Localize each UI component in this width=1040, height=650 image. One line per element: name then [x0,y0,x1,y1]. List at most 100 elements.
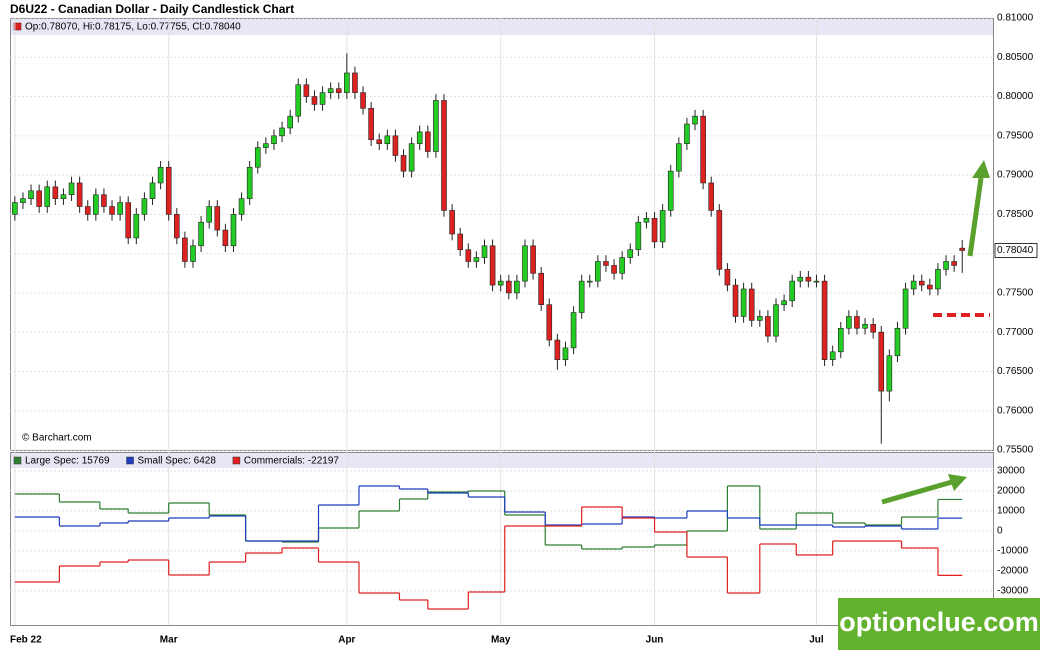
candle-body [757,316,763,321]
candle-body [829,351,836,360]
candle-body [12,202,18,215]
candle-body [206,206,212,223]
candle-body [627,249,634,258]
candle-body [643,217,650,223]
x-tick-label: Feb 22 [10,635,42,646]
candle-body [870,324,876,333]
candle-body [425,131,431,152]
candle-body [586,280,593,283]
credit: © Barchart.com [22,433,92,444]
legend-swatch [13,456,22,465]
y-tick-label: 0 [997,526,1003,537]
candle-body [335,88,342,93]
cot-panel [10,452,994,626]
candle-body [716,210,723,270]
candle-body [254,147,261,168]
candle-body [384,135,391,144]
candle-body [20,198,26,203]
candle-body [271,135,277,144]
legend-swatch [126,456,134,465]
candle-body [667,170,674,211]
candle-body [93,194,99,215]
candle-body [797,276,804,282]
arrow-head [948,474,967,491]
watermark: optionclue.com [839,607,1039,637]
candle-body [149,182,156,199]
candle-body [457,233,464,251]
candle-body [133,214,140,239]
candle-body [611,265,617,274]
candle-body [198,221,204,247]
candle-body [174,214,180,239]
candle-body [125,202,132,239]
y-tick-label: 30000 [997,466,1025,477]
y-tick-label: -10000 [997,546,1029,557]
candle-body [360,92,366,109]
y-tick-label: 0.76500 [997,366,1034,377]
candle-body [781,300,787,305]
last-price-label: 0.78040 [997,245,1034,256]
x-tick-label: May [491,635,511,646]
candle-body [943,261,949,270]
candle-body [497,280,504,286]
candle-body [902,288,909,329]
candle-body [935,269,941,290]
candle-body [60,194,67,199]
candle-body [854,316,860,329]
x-tick-label: Jun [646,635,664,646]
candle-body [748,288,755,321]
candle-body [368,108,374,141]
candle-body [84,206,91,215]
candle-body [481,245,488,258]
candle-body [619,257,625,274]
y-tick-label: 0.80000 [997,91,1034,102]
candle-body [44,186,51,207]
legend-swatch [13,22,22,31]
candle-body [28,190,34,199]
y-tick-label: 10000 [997,506,1025,517]
candle-body [376,139,383,144]
y-tick-label: -20000 [997,566,1029,577]
candle-body [392,135,399,156]
annotations [881,160,990,505]
candle-body [837,327,844,353]
candle-body [101,194,107,207]
candle-body [327,88,334,93]
candle-body [182,237,188,262]
candle-body [441,100,447,211]
candle-body [473,257,480,262]
legend-label: Large Spec: 15769 [25,456,110,467]
x-tick-label: Jul [809,635,824,646]
legend-label: Commercials: -22197 [244,456,339,467]
candle-body [894,327,901,357]
x-tick-label: Apr [338,635,355,646]
y-tick-label: 0.77000 [997,327,1034,338]
candle-body [465,249,472,262]
y-tick-label: 0.75500 [997,445,1034,456]
y-tick-label: 0.81000 [997,13,1034,24]
y-tick-label: 20000 [997,486,1025,497]
candle-body [522,245,528,282]
candle-body [530,245,536,274]
candle-body [732,284,739,317]
candle-body [238,198,245,215]
candle-body [692,115,698,125]
candle-body [700,115,706,184]
y-tick-label: 0.77500 [997,288,1034,299]
candle-body [263,143,269,148]
candle-body [546,304,553,341]
candle-body [538,272,544,305]
candle-body [554,339,561,360]
candle-body [514,280,520,294]
candle-body [578,280,585,313]
candle-body [311,96,318,105]
candle-body [36,190,42,207]
candle-body [570,312,577,349]
candle-body [344,72,350,93]
legend-strip [11,19,993,35]
candle-body [676,143,682,172]
chart-title: D6U22 - Canadian Dollar - Daily Candlest… [10,2,294,16]
candle-body [959,247,966,251]
candle-body [230,214,237,247]
